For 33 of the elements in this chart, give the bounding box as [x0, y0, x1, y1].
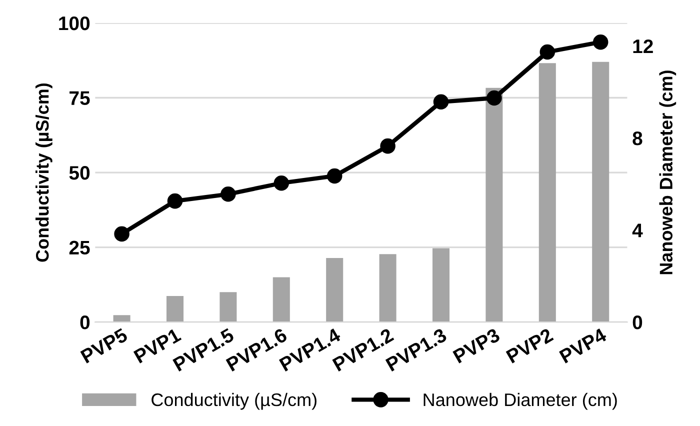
- point: [380, 138, 396, 154]
- bar: [486, 88, 503, 322]
- y-tick-label: 25: [69, 240, 90, 255]
- point: [167, 193, 183, 209]
- point: [540, 44, 556, 60]
- y2-tick-label: 12: [633, 39, 653, 54]
- point: [486, 90, 502, 106]
- y2-tick-label: 0: [632, 316, 642, 330]
- bar: [326, 258, 344, 322]
- bar: [379, 254, 396, 322]
- bar: [113, 315, 130, 322]
- legend-label: Nanoweb Diameter (cm): [424, 392, 617, 410]
- y2-axis-title: Nanoweb Diameter (cm): [659, 70, 676, 274]
- bar: [432, 248, 450, 322]
- bar: [592, 62, 610, 322]
- point: [592, 34, 608, 50]
- point: [326, 168, 342, 184]
- point: [274, 175, 290, 191]
- y-tick-label: 50: [69, 166, 90, 180]
- bar: [272, 277, 290, 322]
- point: [114, 226, 130, 242]
- point: [220, 186, 236, 202]
- y-tick-label: 100: [59, 16, 90, 30]
- point: [433, 94, 449, 110]
- y-axis-title: Conductivity (µS/cm): [36, 83, 52, 262]
- y-tick-label: 0: [80, 316, 90, 330]
- y2-tick-label: 8: [632, 131, 642, 146]
- bar: [538, 63, 556, 322]
- bar: [166, 296, 184, 322]
- legend-label: Conductivity (µS/cm): [152, 392, 316, 410]
- bar: [220, 292, 237, 322]
- y2-tick-label: 4: [632, 224, 643, 238]
- y-tick-label: 75: [70, 91, 90, 106]
